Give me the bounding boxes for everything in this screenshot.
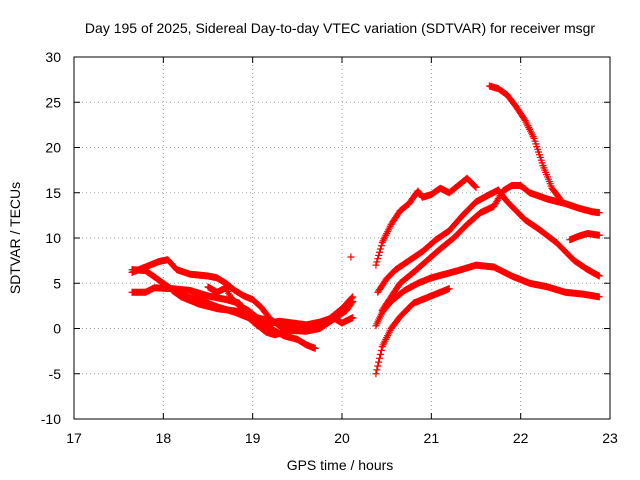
data-point	[595, 293, 603, 301]
y-tick-label: -5	[49, 366, 62, 382]
series-track-6	[347, 253, 355, 261]
data-point	[348, 299, 356, 307]
y-tick-label: 10	[45, 230, 61, 246]
series-track-2	[128, 266, 357, 339]
data-point	[595, 231, 603, 239]
data-points	[128, 82, 603, 378]
y-tick-label: 5	[53, 275, 61, 291]
data-point	[377, 346, 385, 354]
data-point	[376, 350, 384, 358]
series-track-9	[378, 182, 603, 314]
data-point	[349, 314, 357, 322]
grid-lines	[74, 57, 610, 419]
series-track-12	[485, 82, 565, 204]
data-point	[471, 182, 479, 190]
data-point	[373, 366, 381, 374]
series-track-4	[168, 286, 319, 352]
data-point	[374, 362, 382, 370]
x-tick-label: 23	[602, 430, 618, 446]
data-point	[349, 297, 357, 305]
data-point	[374, 255, 382, 263]
data-point	[372, 370, 380, 378]
data-point	[376, 248, 384, 256]
x-tick-label: 18	[156, 430, 172, 446]
x-tick-label: 20	[334, 430, 350, 446]
series-track-11	[372, 285, 453, 378]
y-tick-label: 30	[45, 49, 61, 65]
series-track-8	[374, 186, 603, 296]
data-point	[375, 358, 383, 366]
axis-ticks: 17 18 19 20 21 22 23 -10 -5 0 5 10 15 20 25 30	[41, 49, 618, 446]
y-tick-label: 15	[45, 185, 61, 201]
y-tick-label: -10	[41, 411, 61, 427]
series-track-10	[372, 261, 603, 330]
data-point	[472, 183, 480, 191]
x-tick-label: 17	[66, 430, 82, 446]
series-track-5	[204, 283, 275, 325]
data-point	[445, 285, 453, 293]
series-track-7	[372, 174, 480, 269]
data-point	[372, 261, 380, 269]
data-point	[375, 251, 383, 259]
data-point	[267, 317, 275, 325]
series-track-13	[566, 229, 603, 244]
data-point	[347, 253, 355, 261]
data-point	[373, 258, 381, 266]
data-point	[376, 354, 384, 362]
x-tick-label: 21	[424, 430, 440, 446]
x-tick-label: 22	[513, 430, 529, 446]
y-axis-label: SDTVAR / TECUs	[7, 182, 23, 294]
data-point	[557, 196, 565, 204]
data-point	[311, 344, 319, 352]
y-tick-label: 0	[53, 321, 61, 337]
data-point	[376, 245, 384, 253]
chart-title: Day 195 of 2025, Sidereal Day-to-day VTE…	[85, 20, 595, 36]
data-point	[595, 209, 603, 217]
data-point	[556, 195, 564, 203]
x-axis-label: GPS time / hours	[287, 457, 394, 473]
data-point	[595, 272, 603, 280]
data-point	[377, 242, 385, 250]
y-tick-label: 25	[45, 94, 61, 110]
series-track-3	[128, 284, 357, 330]
x-tick-label: 19	[245, 430, 261, 446]
y-tick-label: 20	[45, 140, 61, 156]
